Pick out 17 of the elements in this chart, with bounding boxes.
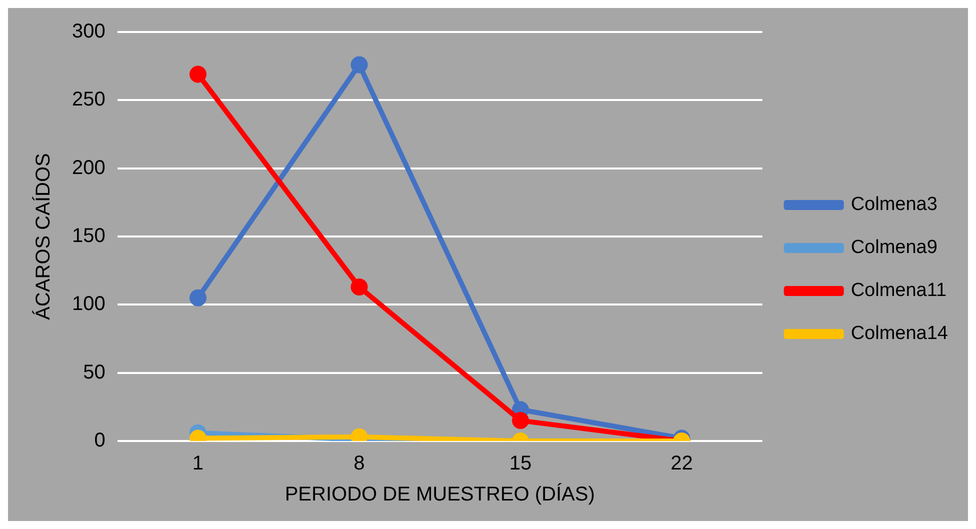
y-tick-label: 200 xyxy=(72,156,106,179)
y-tick-label: 50 xyxy=(83,361,106,384)
y-tick-label: 100 xyxy=(72,293,106,316)
x-tick-label: 1 xyxy=(192,452,204,475)
legend-label: Colmena3 xyxy=(850,194,938,216)
y-axis-title: ÁCAROS CAÍDOS xyxy=(32,153,55,320)
y-tick-label: 250 xyxy=(72,88,106,111)
y-tick-label: 0 xyxy=(94,430,106,452)
x-tick-label: 22 xyxy=(670,452,693,475)
y-tick-label: 300 xyxy=(72,20,106,43)
y-tick-label: 150 xyxy=(72,225,106,248)
x-axis-title: PERIODO DE MUESTREO (DÍAS) xyxy=(284,482,595,506)
legend-label: Colmena9 xyxy=(850,237,938,258)
legend-label: Colmena14 xyxy=(850,323,948,344)
x-tick-label: 8 xyxy=(354,452,365,475)
x-tick-label: 15 xyxy=(509,452,532,475)
legend-label: Colmena11 xyxy=(850,280,947,302)
